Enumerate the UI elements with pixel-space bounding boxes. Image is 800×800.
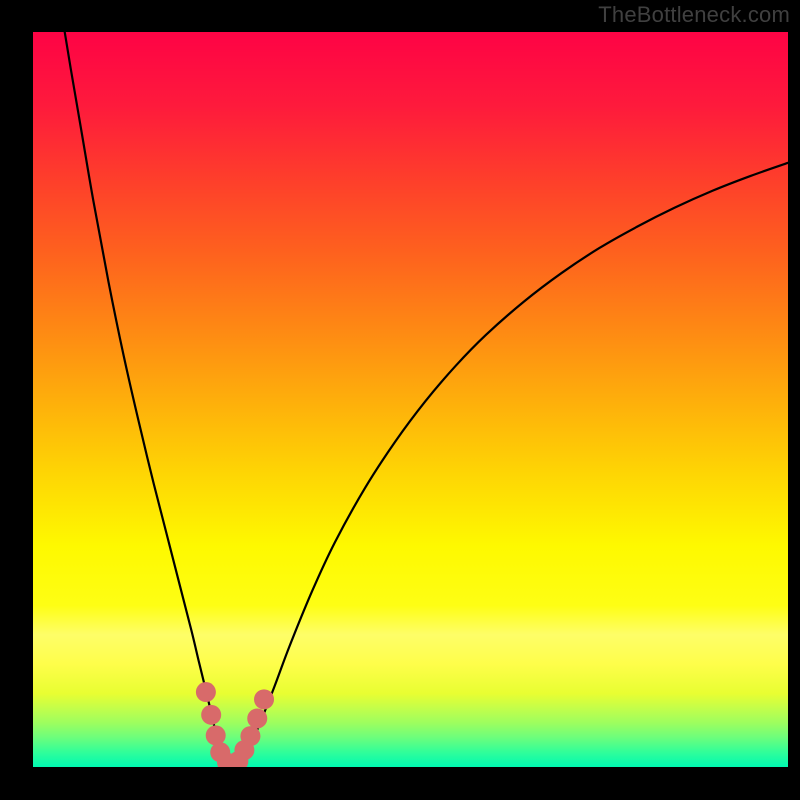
curve-marker xyxy=(254,689,274,709)
curve-marker xyxy=(201,705,221,725)
curve-marker xyxy=(206,725,226,745)
curve-marker xyxy=(240,726,260,746)
chart-container: TheBottleneck.com xyxy=(0,0,800,800)
chart-background-gradient xyxy=(33,32,788,767)
curve-marker xyxy=(247,708,267,728)
chart-svg xyxy=(0,0,800,800)
watermark-text: TheBottleneck.com xyxy=(598,2,790,28)
curve-marker xyxy=(196,682,216,702)
